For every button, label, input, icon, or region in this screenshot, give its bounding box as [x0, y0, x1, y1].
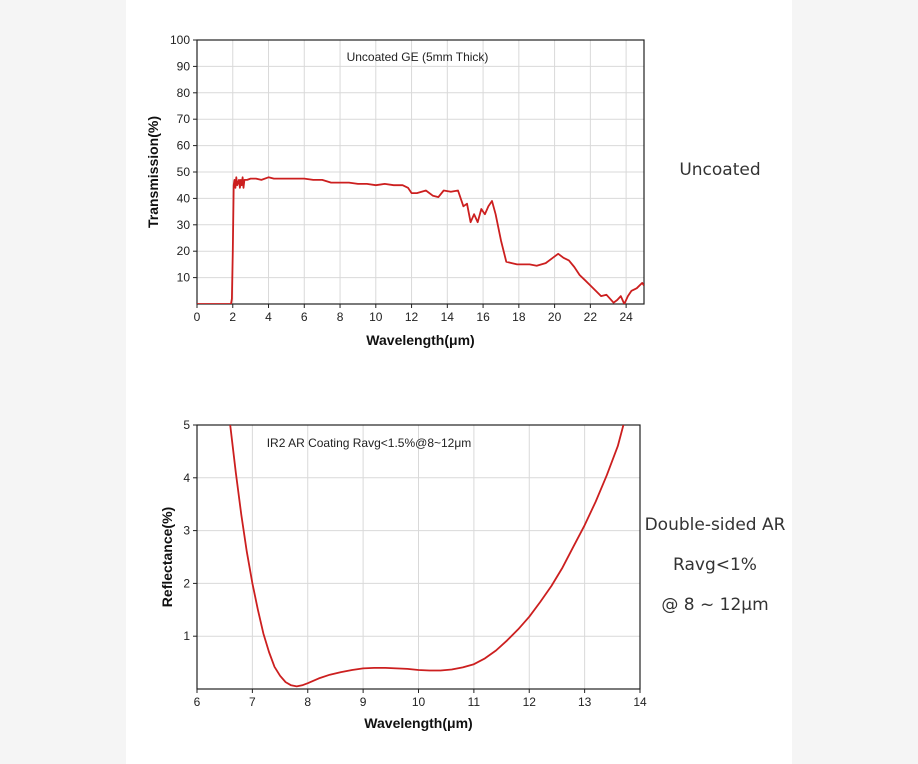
- x-tick-label: 9: [360, 695, 367, 709]
- x-tick-label: 11: [468, 695, 481, 709]
- y-tick-label: 2: [183, 576, 190, 590]
- x-tick-label: 7: [249, 695, 256, 709]
- y-tick-label: 40: [177, 191, 191, 205]
- y-tick-label: 70: [177, 112, 191, 126]
- y-axis-label: Transmission(%): [145, 116, 161, 228]
- y-tick-label: 80: [177, 86, 191, 100]
- x-tick-label: 8: [304, 695, 311, 709]
- y-tick-label: 5: [183, 418, 190, 432]
- chart-title: IR2 AR Coating Ravg<1.5%@8~12μm: [267, 436, 472, 450]
- x-tick-label: 13: [578, 695, 592, 709]
- x-tick-label: 12: [523, 695, 537, 709]
- chart-title: Uncoated GE (5mm Thick): [347, 50, 489, 64]
- chart2-side-label-line1: Double-sided AR: [644, 515, 786, 535]
- y-tick-label: 10: [177, 271, 191, 285]
- x-tick-label: 14: [441, 310, 455, 324]
- y-tick-label: 100: [170, 33, 190, 47]
- x-tick-label: 12: [405, 310, 419, 324]
- chart2-side-label-line3: @ 8 ~ 12μm: [661, 595, 769, 615]
- x-axis-label: Wavelength(μm): [364, 715, 472, 731]
- y-axis-label: Reflectance(%): [159, 507, 175, 607]
- x-tick-label: 0: [194, 310, 201, 324]
- x-tick-label: 2: [229, 310, 236, 324]
- y-tick-label: 30: [177, 218, 191, 232]
- chart1-side-label: Uncoated: [679, 160, 761, 180]
- x-tick-label: 18: [512, 310, 526, 324]
- x-tick-label: 4: [265, 310, 272, 324]
- y-tick-label: 1: [183, 629, 190, 643]
- y-tick-label: 90: [177, 59, 191, 73]
- x-tick-label: 6: [194, 695, 201, 709]
- x-tick-label: 22: [584, 310, 598, 324]
- chart2-side-label-line2: Ravg<1%: [673, 555, 757, 575]
- y-tick-label: 60: [177, 139, 191, 153]
- series-line: [229, 425, 625, 688]
- x-tick-label: 6: [301, 310, 308, 324]
- y-tick-label: 3: [183, 524, 190, 538]
- x-tick-label: 8: [337, 310, 344, 324]
- series-line: [197, 176, 644, 304]
- y-tick-label: 50: [177, 165, 191, 179]
- x-tick-label: 24: [619, 310, 633, 324]
- x-tick-label: 20: [548, 310, 562, 324]
- x-axis-label: Wavelength(μm): [366, 332, 474, 348]
- transmission-chart: 0 2 4 6 8 10 12 14 16 18 20 22 241020304050607080901…: [145, 33, 645, 348]
- y-tick-label: 4: [183, 471, 190, 485]
- x-tick-label: 10: [412, 695, 426, 709]
- x-tick-label: 16: [476, 310, 490, 324]
- x-tick-label: 14: [633, 695, 647, 709]
- y-tick-label: 20: [177, 244, 191, 258]
- x-tick-label: 10: [369, 310, 383, 324]
